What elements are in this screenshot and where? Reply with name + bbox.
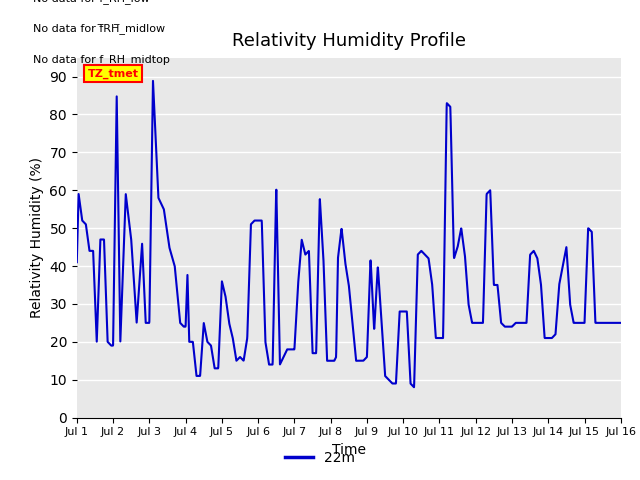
Title: Relativity Humidity Profile: Relativity Humidity Profile — [232, 33, 466, 50]
Text: No data for f_RH_low: No data for f_RH_low — [33, 0, 150, 4]
Text: No data for f_RH_midtop: No data for f_RH_midtop — [33, 54, 170, 65]
Y-axis label: Relativity Humidity (%): Relativity Humidity (%) — [30, 157, 44, 318]
X-axis label: Time: Time — [332, 443, 366, 457]
Text: TZ_tmet: TZ_tmet — [88, 68, 139, 79]
Text: No data for f̅RH̅_midlow: No data for f̅RH̅_midlow — [33, 24, 165, 34]
Legend: 22m: 22m — [280, 445, 360, 471]
